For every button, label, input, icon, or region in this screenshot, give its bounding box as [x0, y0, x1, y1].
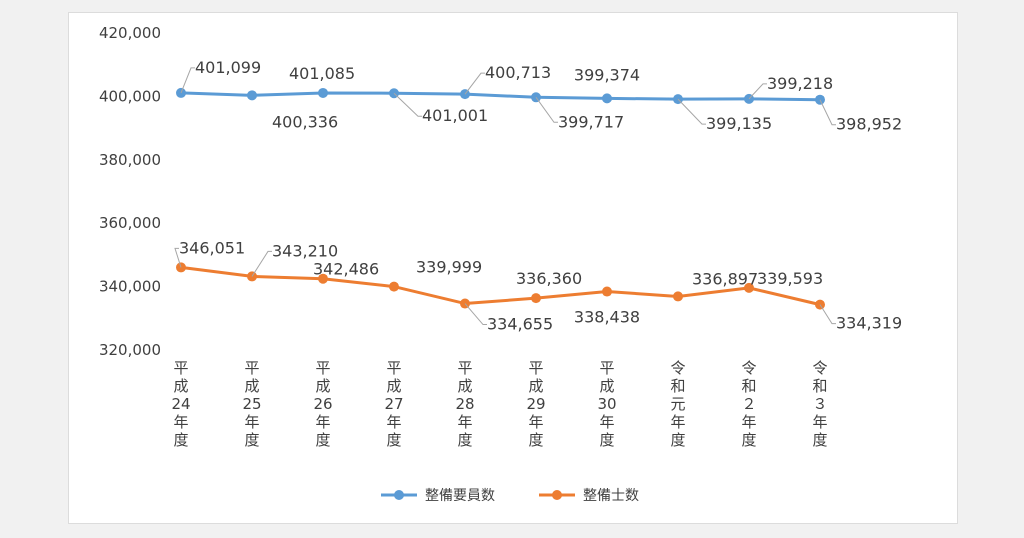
x-category-label: 平成 24 年度 — [171, 359, 190, 449]
svg-text:令和２年度: 令和２年度 — [741, 359, 756, 449]
plot-area: 401,099 400,336 401,085 401,001 400,713 399,7… — [174, 58, 902, 334]
y-tick-label: 340,000 — [99, 278, 161, 296]
label-leader-line — [393, 92, 422, 117]
data-point — [744, 282, 754, 293]
data-label: 399,374 — [574, 65, 640, 84]
data-label: 401,001 — [422, 106, 488, 125]
data-label: 343,210 — [272, 241, 338, 260]
data-point — [247, 90, 257, 101]
series-line — [180, 265, 821, 307]
x-category-label: 平成 26 年度 — [313, 359, 332, 449]
legend-label: 整備要員数 — [425, 488, 495, 504]
y-tick-label: 320,000 — [99, 341, 161, 359]
label-leader-line — [819, 304, 836, 325]
label-leader-line — [464, 72, 485, 95]
data-label: 399,717 — [558, 112, 624, 131]
x-category-label: 平成 30 年度 — [597, 359, 616, 449]
data-label: 400,713 — [485, 63, 551, 82]
x-axis: 平成 24 年度 平成 25 年度 平成 26 年度 平成 27 年度 平成 28 年度 平成 29 年度 平成 30… — [171, 359, 827, 449]
data-label: 399,218 — [767, 74, 833, 93]
y-tick-label: 380,000 — [99, 151, 161, 169]
x-category-label: 平成 29 年度 — [526, 359, 545, 449]
data-label: 346,051 — [179, 238, 245, 257]
legend-item: 整備士数 — [539, 488, 639, 504]
label-leader-line — [251, 250, 272, 277]
data-label: 336,897 — [692, 269, 758, 288]
chart-card: 320,000 340,000 360,000 380,000 400,000 420,0… — [68, 12, 958, 524]
data-point — [673, 291, 683, 302]
data-label: 339,593 — [757, 269, 823, 288]
label-leader-line — [748, 83, 767, 100]
legend-label: 整備士数 — [583, 488, 639, 504]
line-chart: 320,000 340,000 360,000 380,000 400,000 420,0… — [99, 24, 902, 504]
y-tick-label: 400,000 — [99, 87, 161, 105]
x-category-label: 平成 27 年度 — [384, 359, 403, 449]
label-leader-line — [677, 98, 706, 125]
data-label: 342,486 — [313, 260, 379, 279]
data-point — [531, 293, 541, 304]
label-leader-line — [180, 67, 195, 94]
x-category-label: 令和元年度 — [670, 359, 685, 449]
legend-item: 整備要員数 — [381, 488, 495, 504]
data-label: 399,135 — [706, 114, 772, 133]
x-category-label: 平成 25 年度 — [242, 359, 261, 449]
x-category-label: 平成 28 年度 — [455, 359, 474, 449]
y-axis: 320,000 340,000 360,000 380,000 400,000 420,0… — [99, 24, 161, 359]
svg-text:令和元年度: 令和元年度 — [670, 359, 685, 449]
legend: 整備要員数 整備士数 — [381, 488, 639, 504]
x-category-label: 令和３年度 — [812, 359, 827, 449]
y-tick-label: 420,000 — [99, 24, 161, 42]
data-point — [602, 286, 612, 297]
data-label: 398,952 — [836, 115, 902, 134]
data-label: 336,360 — [516, 269, 582, 288]
data-label: 401,099 — [195, 58, 261, 77]
label-leader-line — [819, 99, 836, 126]
y-tick-label: 360,000 — [99, 214, 161, 232]
x-category-label: 令和２年度 — [741, 359, 756, 449]
label-leader-line — [535, 97, 558, 123]
label-leader-line — [464, 303, 487, 326]
data-label: 400,336 — [272, 112, 338, 131]
series-maintenance-staff: 401,099 400,336 401,085 401,001 400,713 399,7… — [176, 58, 902, 134]
data-label: 334,655 — [487, 315, 553, 334]
label-leader-line — [174, 247, 182, 268]
data-label: 334,319 — [836, 314, 902, 333]
data-point — [318, 87, 328, 98]
data-label: 339,999 — [416, 258, 482, 277]
data-label: 401,085 — [289, 64, 355, 83]
series-line — [180, 91, 821, 102]
data-point — [602, 93, 612, 104]
data-label: 338,438 — [574, 308, 640, 327]
data-point — [389, 281, 399, 292]
data-point — [318, 273, 328, 284]
svg-text:令和３年度: 令和３年度 — [812, 359, 827, 449]
